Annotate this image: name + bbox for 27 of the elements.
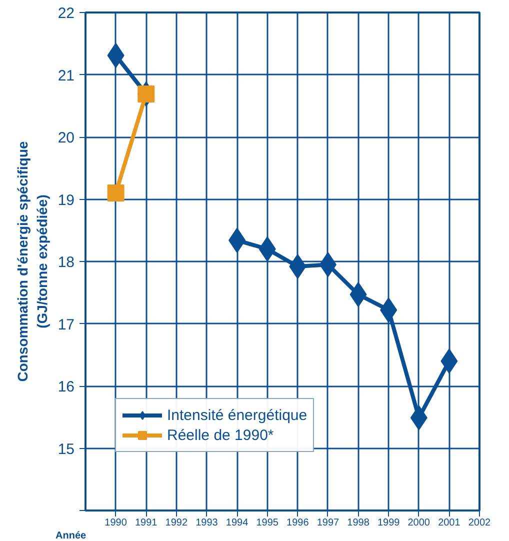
y-axis-title: Consommation d'énergie spécifique (GJ/tonne expédiée) — [14, 140, 50, 382]
y-tick-label: 20 — [58, 130, 75, 146]
x-tick-label: 1996 — [286, 518, 310, 528]
y-tick-label: 15 — [58, 440, 75, 458]
y-tick-label: 19 — [58, 192, 75, 209]
legend-label: Intensité énergétique — [167, 406, 308, 424]
legend-label: Réelle de 1990* — [167, 426, 274, 444]
x-tick-label: 1991 — [134, 518, 158, 528]
x-tick-label: 1994 — [226, 518, 249, 528]
x-tick-label: 1997 — [316, 518, 340, 528]
x-tick-label: 1995 — [256, 518, 279, 528]
x-tick-label: 2002 — [468, 518, 492, 528]
x-tick-label: 2001 — [438, 518, 461, 528]
point — [107, 184, 124, 202]
x-tick-label: 1993 — [196, 518, 218, 528]
y-tick-label: 17 — [58, 316, 75, 334]
x-tick-label: 2000 — [408, 518, 430, 528]
x-tick-label: 1999 — [377, 518, 400, 528]
x-tick-label: 1992 — [165, 518, 188, 528]
point — [138, 86, 155, 103]
y-tick-label: 22 — [58, 5, 75, 22]
x-axis-title: Année — [56, 530, 86, 541]
x-tick-label: 1990 — [104, 518, 128, 528]
y-tick-label: 16 — [58, 378, 75, 396]
y-tick-label: 18 — [58, 254, 75, 271]
x-tick-label: 1998 — [347, 518, 370, 528]
y-tick-label: 21 — [58, 67, 75, 84]
